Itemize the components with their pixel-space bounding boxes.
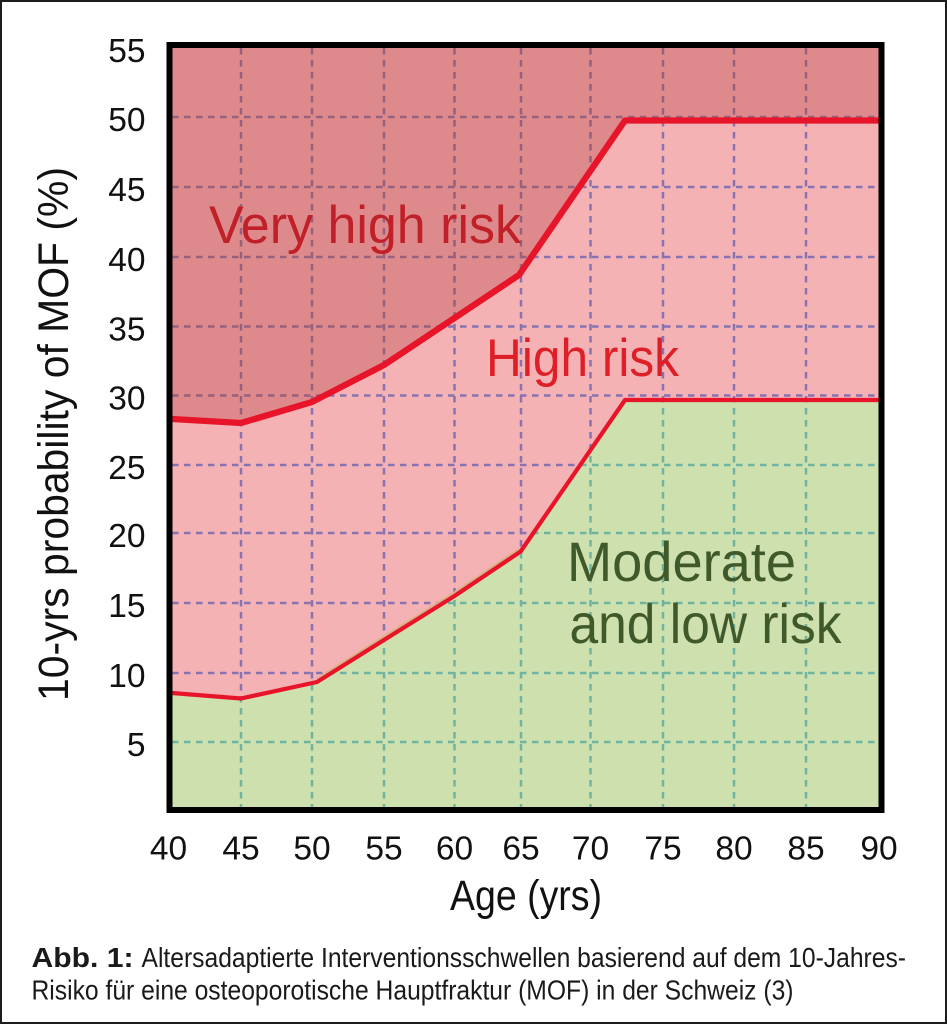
svg-text:Abb. 1:: Abb. 1: — [32, 942, 134, 973]
svg-text:25: 25 — [108, 450, 145, 487]
svg-text:Risiko für eine osteoporotisch: Risiko für eine osteoporotische Hauptfra… — [32, 975, 794, 1006]
svg-text:85: 85 — [787, 831, 824, 868]
svg-text:Age (yrs): Age (yrs) — [450, 872, 602, 920]
svg-text:10: 10 — [108, 658, 145, 695]
svg-text:Very high risk: Very high risk — [209, 196, 521, 255]
svg-text:45: 45 — [222, 831, 259, 868]
svg-text:55: 55 — [108, 33, 145, 70]
svg-text:65: 65 — [502, 831, 539, 868]
svg-text:High risk: High risk — [486, 329, 679, 388]
svg-text:40: 40 — [150, 831, 187, 868]
svg-text:45: 45 — [108, 172, 145, 209]
svg-text:50: 50 — [293, 831, 330, 868]
svg-text:90: 90 — [860, 831, 897, 868]
svg-text:55: 55 — [365, 831, 402, 868]
svg-text:75: 75 — [644, 831, 681, 868]
svg-text:40: 40 — [108, 242, 145, 279]
svg-text:30: 30 — [108, 381, 145, 418]
svg-text:70: 70 — [572, 831, 609, 868]
svg-text:10-yrs probability of MOF (%): 10-yrs probability of MOF (%) — [30, 167, 78, 701]
svg-text:60: 60 — [436, 831, 473, 868]
svg-text:5: 5 — [127, 727, 146, 764]
svg-text:20: 20 — [108, 518, 145, 555]
svg-text:Moderate: Moderate — [567, 530, 796, 593]
svg-text:Altersadaptierte Interventions: Altersadaptierte Interventionsschwellen … — [142, 942, 907, 973]
svg-text:35: 35 — [108, 312, 145, 349]
svg-text:50: 50 — [108, 102, 145, 139]
svg-text:and low risk: and low risk — [570, 592, 843, 655]
svg-text:15: 15 — [108, 588, 145, 625]
svg-text:80: 80 — [715, 831, 752, 868]
